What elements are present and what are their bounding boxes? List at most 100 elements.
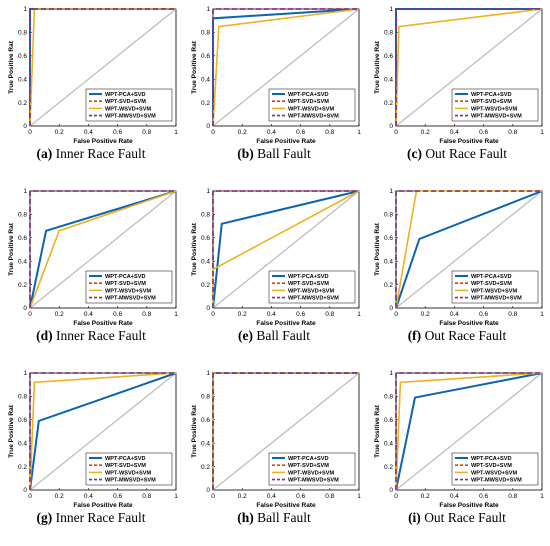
legend-label: WPT-SVD+SVM	[105, 463, 146, 469]
x-tick-label: 0.2	[421, 129, 430, 136]
roc-chart: 0 0.2 0.4 0.6 0.8 1 0 0.2 0.4 0.6 0.8 1 False Positi…	[191, 370, 361, 509]
series-line-wpt-wsvd-svm	[29, 372, 177, 491]
y-tick-label: 1	[389, 188, 393, 195]
x-tick-label: 0.6	[113, 129, 122, 136]
x-tick-label: 0	[28, 311, 32, 318]
y-tick-label: 0.2	[384, 100, 393, 107]
legend-label: WPT-MWSVD+SVM	[288, 296, 339, 302]
y-tick-label: 0.8	[384, 394, 393, 401]
x-tick-label: 0.6	[479, 493, 488, 500]
x-tick-label: 0.2	[421, 493, 430, 500]
y-tick-label: 1	[206, 6, 210, 13]
y-tick-label: 0.4	[201, 440, 210, 447]
y-tick-label: 1	[206, 188, 210, 195]
caption-letter: (d)	[36, 328, 53, 343]
x-tick-label: 0.4	[267, 311, 276, 318]
x-tick-label: 1	[357, 129, 361, 136]
x-tick-label: 1	[174, 129, 178, 136]
caption-letter: (b)	[237, 146, 254, 161]
x-tick-label: 0.6	[479, 129, 488, 136]
x-tick-label: 0.8	[142, 129, 151, 136]
legend-label: WPT-MWSVD+SVM	[105, 114, 156, 120]
panel-caption: (c) Out Race Fault	[366, 146, 548, 162]
y-tick-label: 0.6	[201, 235, 210, 242]
y-tick-label: 0.6	[384, 53, 393, 60]
x-tick-label: 0.8	[325, 311, 334, 318]
x-axis-label: False Positive Rate	[73, 138, 133, 145]
legend-label: WPT-PCA+SVD	[105, 92, 146, 98]
legend-label: WPT-WSVD+SVM	[471, 470, 517, 476]
series-line-wpt-mwsvd-svm	[212, 8, 359, 126]
y-axis-label: True Positive Rat	[191, 222, 198, 276]
series-line-wpt-pca-svd	[395, 190, 543, 309]
legend-label: WPT-PCA+SVD	[288, 456, 329, 462]
chance-diagonal-line	[212, 372, 360, 491]
y-axis-label: True Positive Rat	[374, 40, 381, 94]
series-line-wpt-mwsvd-svm	[29, 372, 176, 490]
legend-label: WPT-SVD+SVM	[105, 99, 146, 105]
y-tick-label: 0.8	[384, 212, 393, 219]
caption-letter: (h)	[237, 510, 254, 525]
chance-diagonal-line	[212, 8, 360, 127]
x-tick-label: 1	[174, 493, 178, 500]
x-axis-label: False Positive Rate	[256, 320, 316, 327]
legend-label: WPT-SVD+SVM	[288, 463, 329, 469]
y-tick-label: 1	[389, 370, 393, 377]
series-line-wpt-wsvd-svm	[29, 190, 177, 309]
chance-diagonal-line	[29, 372, 177, 491]
y-tick-label: 0.8	[18, 394, 27, 401]
x-tick-label: 0.2	[421, 311, 430, 318]
y-axis-label: True Positive Rat	[374, 404, 381, 458]
x-tick-label: 0.4	[84, 311, 93, 318]
chart-panel: 0 0.2 0.4 0.6 0.8 1 0 0.2 0.4 0.6 0.8 1 False Positi…	[0, 182, 182, 364]
series-line-wpt-mwsvd-svm	[212, 372, 359, 490]
x-tick-label: 0.8	[508, 493, 517, 500]
series-line-wpt-mwsvd-svm	[212, 190, 359, 308]
roc-chart: 0 0.2 0.4 0.6 0.8 1 0 0.2 0.4 0.6 0.8 1 False Positi…	[374, 6, 544, 145]
x-tick-label: 0	[211, 493, 215, 500]
y-axis-label: True Positive Rat	[8, 222, 15, 276]
series-line-wpt-mwsvd-svm	[395, 8, 542, 126]
legend-label: WPT-MWSVD+SVM	[288, 114, 339, 120]
legend-label: WPT-WSVD+SVM	[105, 106, 151, 112]
x-axis-label: False Positive Rate	[439, 138, 499, 145]
y-tick-label: 1	[389, 6, 393, 13]
y-tick-label: 0	[23, 487, 27, 494]
legend-label: WPT-WSVD+SVM	[471, 106, 517, 112]
y-tick-label: 0	[389, 305, 393, 312]
y-tick-label: 0.8	[201, 212, 210, 219]
roc-chart: 0 0.2 0.4 0.6 0.8 1 0 0.2 0.4 0.6 0.8 1 False Positi…	[8, 6, 178, 145]
x-tick-label: 0.8	[508, 129, 517, 136]
y-tick-label: 0.2	[18, 464, 27, 471]
x-tick-label: 0.6	[296, 129, 305, 136]
caption-letter: (e)	[238, 328, 253, 343]
y-tick-label: 0.2	[201, 464, 210, 471]
legend-label: WPT-WSVD+SVM	[288, 106, 334, 112]
series-line-wpt-mwsvd-svm	[29, 8, 176, 126]
chart-panel: 0 0.2 0.4 0.6 0.8 1 0 0.2 0.4 0.6 0.8 1 False Positi…	[366, 182, 548, 364]
x-tick-label: 0.2	[238, 311, 247, 318]
y-tick-label: 0.2	[201, 282, 210, 289]
panel-caption: (e) Ball Fault	[183, 328, 365, 344]
x-tick-label: 0.2	[238, 129, 247, 136]
caption-text: Ball Fault	[257, 510, 311, 525]
series-line-wpt-mwsvd-svm	[29, 190, 176, 308]
x-tick-label: 0	[211, 311, 215, 318]
y-tick-label: 0	[389, 487, 393, 494]
series-line-wpt-mwsvd-svm	[395, 190, 542, 308]
y-tick-label: 0.2	[18, 282, 27, 289]
legend-label: WPT-SVD+SVM	[288, 99, 329, 105]
x-tick-label: 0	[28, 129, 32, 136]
roc-chart: 0 0.2 0.4 0.6 0.8 1 0 0.2 0.4 0.6 0.8 1 False Positi…	[191, 188, 361, 327]
x-tick-label: 1	[357, 493, 361, 500]
roc-chart: 0 0.2 0.4 0.6 0.8 1 0 0.2 0.4 0.6 0.8 1 False Positi…	[374, 188, 544, 327]
chance-diagonal-line	[212, 190, 360, 309]
y-tick-label: 0.4	[18, 76, 27, 83]
y-tick-label: 0.4	[384, 440, 393, 447]
y-tick-label: 0.4	[18, 440, 27, 447]
x-tick-label: 0.2	[238, 493, 247, 500]
x-tick-label: 0.4	[84, 493, 93, 500]
panel-caption: (a) Inner Race Fault	[0, 146, 182, 162]
y-tick-label: 0.6	[201, 417, 210, 424]
roc-chart: 0 0.2 0.4 0.6 0.8 1 0 0.2 0.4 0.6 0.8 1 False Positi…	[191, 6, 361, 145]
